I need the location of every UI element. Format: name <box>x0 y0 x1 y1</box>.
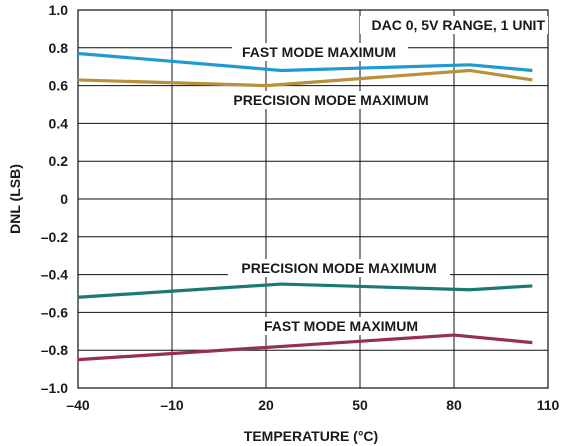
series-line-1 <box>77 68 533 88</box>
axis-ticks: –40 –10 20 50 80 110 1.0 0.8 0.6 0.4 0.2 0 –0.2 –0.4 –… <box>41 2 560 413</box>
label-background <box>253 317 429 335</box>
x-tick-label: 110 <box>537 397 560 413</box>
y-tick-label: 0.2 <box>49 153 69 169</box>
chart-annotation: DAC 0, 5V RANGE, 1 UNIT <box>372 17 546 33</box>
series-line-3 <box>77 333 533 362</box>
series-label-precision-mode-top: PRECISION MODE MAXIMUM <box>233 92 428 108</box>
x-tick-label: 50 <box>352 397 368 413</box>
y-tick-label: –0.8 <box>41 342 68 358</box>
series-label-fast-mode-bottom: FAST MODE MAXIMUM <box>264 318 418 334</box>
y-tick-label: 1.0 <box>49 2 69 18</box>
x-tick-label: 20 <box>258 397 274 413</box>
y-tick-label: –0.2 <box>41 229 68 245</box>
y-tick-label: –1.0 <box>41 380 68 396</box>
series-line-2 <box>77 282 533 299</box>
x-tick-label: –10 <box>160 397 184 413</box>
label-background <box>360 16 548 34</box>
y-tick-label: –0.6 <box>41 304 68 320</box>
series-line-0 <box>77 51 533 73</box>
x-tick-label: 80 <box>446 397 462 413</box>
y-tick-label: –0.4 <box>41 267 68 283</box>
series-label-fast-mode-top: FAST MODE MAXIMUM <box>242 44 396 60</box>
label-background <box>232 43 408 61</box>
plot-border <box>77 9 549 389</box>
x-tick-label: –40 <box>66 397 90 413</box>
series-lines <box>77 51 533 362</box>
y-tick-label: 0.6 <box>49 78 69 94</box>
label-background <box>218 91 444 109</box>
y-tick-label: 0.8 <box>49 40 69 56</box>
series-label-precision-mode-bottom: PRECISION MODE MAXIMUM <box>241 260 436 276</box>
y-axis-title: DNL (LSB) <box>7 164 23 234</box>
x-axis-title: TEMPERATURE (°C) <box>244 428 378 444</box>
y-tick-label: 0 <box>60 191 68 207</box>
y-tick-label: 0.4 <box>49 115 69 131</box>
grid <box>77 9 549 389</box>
label-background <box>228 259 450 277</box>
series-labels: FAST MODE MAXIMUM PRECISION MODE MAXIMUM… <box>233 17 545 334</box>
